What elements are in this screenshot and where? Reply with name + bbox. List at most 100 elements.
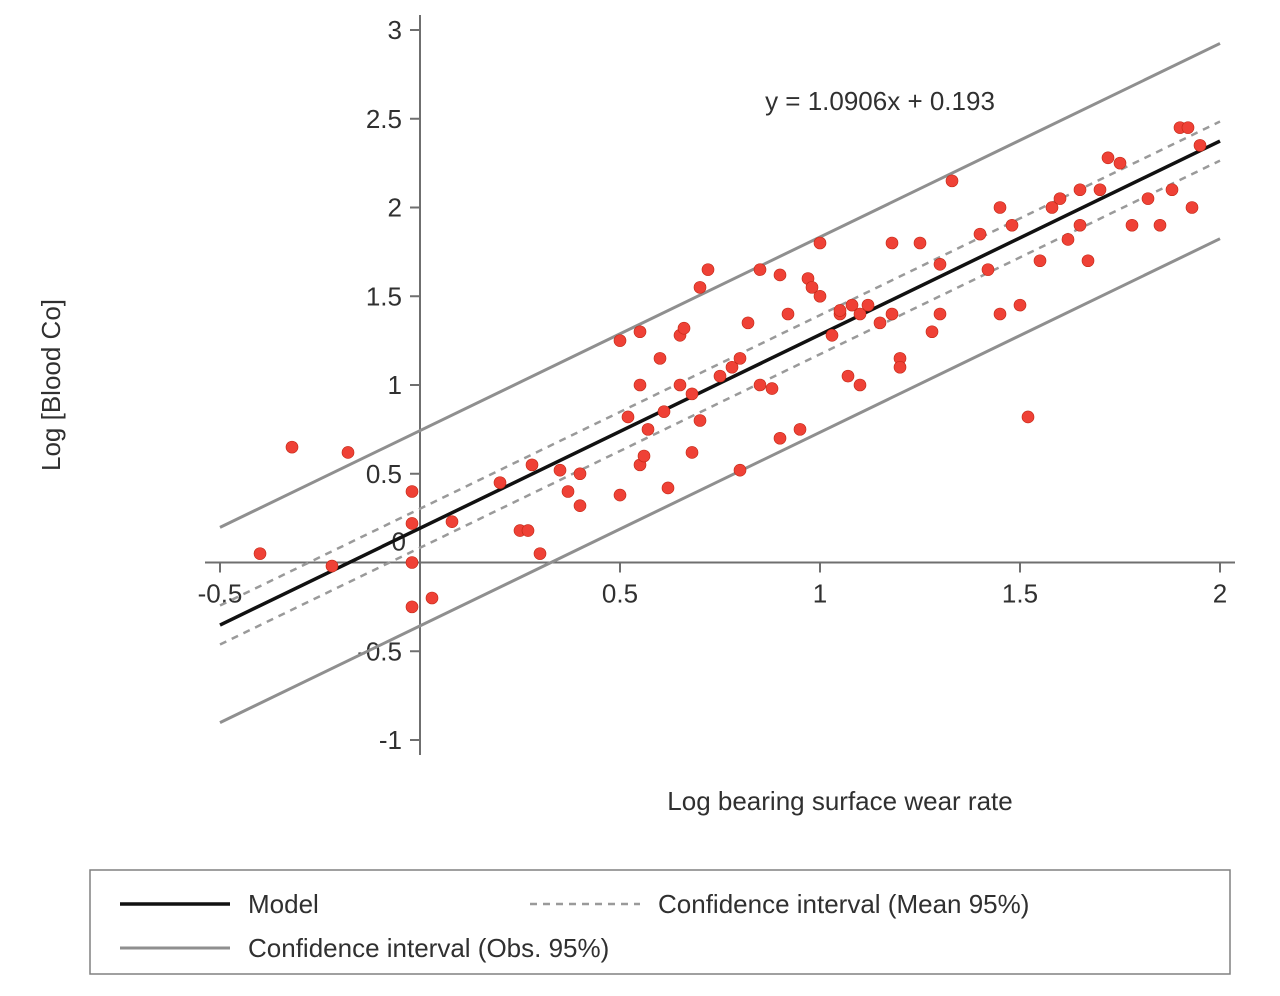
svg-text:-1: -1 bbox=[379, 725, 402, 755]
svg-text:-0.5: -0.5 bbox=[198, 579, 243, 609]
legend-label: Model bbox=[248, 889, 319, 919]
data-point bbox=[842, 370, 854, 382]
legend-label: Confidence interval (Mean 95%) bbox=[658, 889, 1029, 919]
data-point bbox=[774, 269, 786, 281]
data-point bbox=[574, 468, 586, 480]
data-point bbox=[926, 326, 938, 338]
data-point bbox=[994, 202, 1006, 214]
data-point bbox=[406, 486, 418, 498]
data-point bbox=[694, 415, 706, 427]
data-point bbox=[1194, 139, 1206, 151]
data-point bbox=[562, 486, 574, 498]
data-point bbox=[1126, 219, 1138, 231]
data-point bbox=[754, 264, 766, 276]
data-point bbox=[782, 308, 794, 320]
data-point bbox=[686, 388, 698, 400]
data-point bbox=[446, 516, 458, 528]
svg-text:0.5: 0.5 bbox=[602, 579, 638, 609]
data-point bbox=[286, 441, 298, 453]
data-point bbox=[1074, 184, 1086, 196]
data-point bbox=[678, 322, 690, 334]
data-point bbox=[342, 446, 354, 458]
data-point bbox=[742, 317, 754, 329]
data-point bbox=[614, 489, 626, 501]
data-point bbox=[614, 335, 626, 347]
data-point bbox=[1054, 193, 1066, 205]
data-point bbox=[694, 281, 706, 293]
regression-equation: y = 1.0906x + 0.193 bbox=[765, 86, 995, 116]
data-point bbox=[406, 601, 418, 613]
data-point bbox=[794, 423, 806, 435]
legend-label: Confidence interval (Obs. 95%) bbox=[248, 933, 609, 963]
data-point bbox=[426, 592, 438, 604]
svg-text:2.5: 2.5 bbox=[366, 104, 402, 134]
data-point bbox=[1114, 157, 1126, 169]
svg-text:1.5: 1.5 bbox=[1002, 579, 1038, 609]
data-point bbox=[886, 308, 898, 320]
data-point bbox=[1102, 152, 1114, 164]
data-point bbox=[734, 464, 746, 476]
data-point bbox=[634, 326, 646, 338]
data-point bbox=[934, 258, 946, 270]
x-axis-label: Log bearing surface wear rate bbox=[667, 786, 1012, 816]
data-point bbox=[994, 308, 1006, 320]
data-point bbox=[326, 560, 338, 572]
svg-text:2: 2 bbox=[388, 193, 402, 223]
svg-text:1.5: 1.5 bbox=[366, 281, 402, 311]
y-axis-label: Log [Blood Co] bbox=[36, 299, 66, 471]
data-point bbox=[494, 477, 506, 489]
data-point bbox=[406, 517, 418, 529]
data-point bbox=[894, 361, 906, 373]
data-point bbox=[814, 290, 826, 302]
data-point bbox=[1094, 184, 1106, 196]
data-point bbox=[766, 383, 778, 395]
data-point bbox=[642, 423, 654, 435]
data-point bbox=[1166, 184, 1178, 196]
data-point bbox=[1074, 219, 1086, 231]
data-point bbox=[638, 450, 650, 462]
data-point bbox=[702, 264, 714, 276]
data-point bbox=[862, 299, 874, 311]
data-point bbox=[658, 406, 670, 418]
data-point bbox=[1022, 411, 1034, 423]
scatter-chart: -0.500.511.52-1-0.50.511.522.53y = 1.090… bbox=[0, 0, 1280, 996]
data-point bbox=[1186, 202, 1198, 214]
data-point bbox=[1006, 219, 1018, 231]
data-point bbox=[734, 352, 746, 364]
data-point bbox=[914, 237, 926, 249]
data-point bbox=[1182, 122, 1194, 134]
data-point bbox=[946, 175, 958, 187]
data-point bbox=[714, 370, 726, 382]
data-point bbox=[1082, 255, 1094, 267]
data-point bbox=[254, 548, 266, 560]
data-point bbox=[686, 446, 698, 458]
data-point bbox=[934, 308, 946, 320]
data-point bbox=[1062, 233, 1074, 245]
data-point bbox=[826, 329, 838, 341]
data-point bbox=[754, 379, 766, 391]
data-point bbox=[526, 459, 538, 471]
data-point bbox=[974, 228, 986, 240]
data-point bbox=[534, 548, 546, 560]
data-point bbox=[814, 237, 826, 249]
data-point bbox=[874, 317, 886, 329]
data-point bbox=[1154, 219, 1166, 231]
svg-text:2: 2 bbox=[1213, 579, 1227, 609]
data-point bbox=[982, 264, 994, 276]
data-point bbox=[774, 432, 786, 444]
data-point bbox=[674, 379, 686, 391]
data-point bbox=[1142, 193, 1154, 205]
data-point bbox=[554, 464, 566, 476]
svg-text:1: 1 bbox=[813, 579, 827, 609]
svg-text:1: 1 bbox=[388, 370, 402, 400]
data-point bbox=[886, 237, 898, 249]
svg-text:3: 3 bbox=[388, 15, 402, 45]
data-point bbox=[406, 557, 418, 569]
data-point bbox=[834, 304, 846, 316]
data-point bbox=[662, 482, 674, 494]
data-point bbox=[634, 379, 646, 391]
data-point bbox=[1034, 255, 1046, 267]
data-point bbox=[1014, 299, 1026, 311]
data-point bbox=[854, 379, 866, 391]
chart-svg: -0.500.511.52-1-0.50.511.522.53y = 1.090… bbox=[0, 0, 1280, 996]
